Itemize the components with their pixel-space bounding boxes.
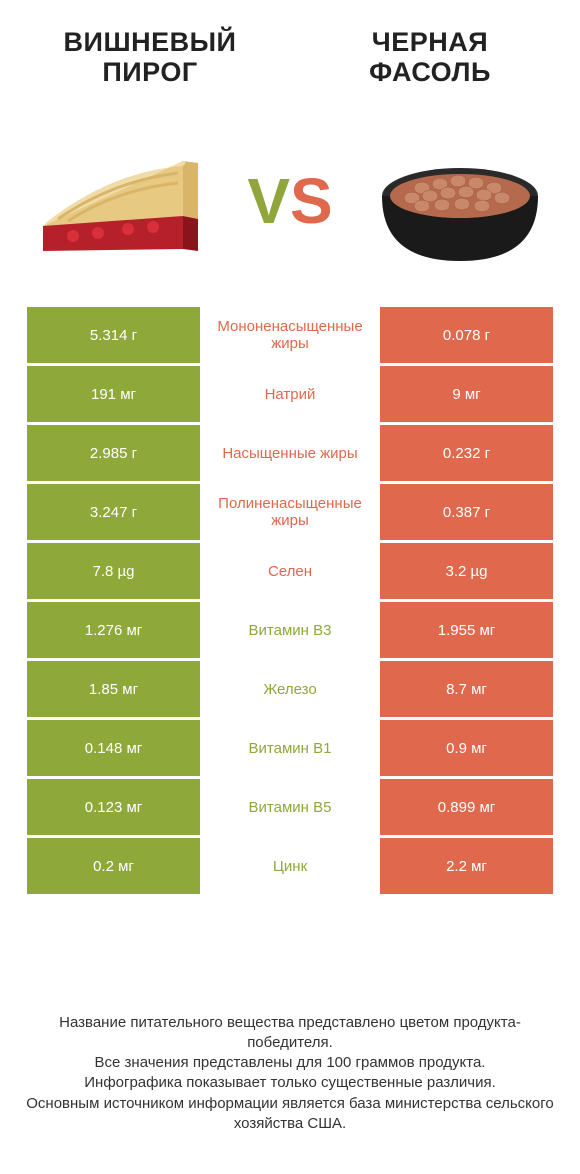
- nutrient-label: Витамин B5: [200, 779, 380, 835]
- nutrient-label: Витамин B1: [200, 720, 380, 776]
- nutrient-label: Железо: [200, 661, 380, 717]
- footer-notes: Название питательного вещества представл…: [20, 1013, 560, 1135]
- table-row: 0.2 мгЦинк2.2 мг: [27, 838, 553, 894]
- value-left: 1.85 мг: [27, 661, 200, 717]
- title-left: ВИШНЕВЫЙ ПИРОГ: [40, 28, 260, 87]
- food-image-left: [28, 116, 213, 286]
- titles-row: ВИШНЕВЫЙ ПИРОГ ЧЕРНАЯ ФАСОЛЬ: [0, 0, 580, 87]
- value-left: 0.148 мг: [27, 720, 200, 776]
- food-image-right: [367, 116, 552, 286]
- nutrient-label: Селен: [200, 543, 380, 599]
- table-row: 3.247 гПолиненасыщенные жиры0.387 г: [27, 484, 553, 540]
- value-left: 1.276 мг: [27, 602, 200, 658]
- value-right: 1.955 мг: [380, 602, 553, 658]
- value-right: 2.2 мг: [380, 838, 553, 894]
- value-right: 0.078 г: [380, 307, 553, 363]
- nutrient-label: Цинк: [200, 838, 380, 894]
- table-row: 0.148 мгВитамин B10.9 мг: [27, 720, 553, 776]
- vs-label: VS: [247, 169, 332, 233]
- table-row: 7.8 µgСелен3.2 µg: [27, 543, 553, 599]
- value-left: 5.314 г: [27, 307, 200, 363]
- table-row: 1.276 мгВитамин B31.955 мг: [27, 602, 553, 658]
- images-row: VS: [0, 87, 580, 307]
- comparison-table: 5.314 гМононенасыщенные жиры0.078 г191 м…: [27, 307, 553, 894]
- value-right: 0.9 мг: [380, 720, 553, 776]
- value-left: 2.985 г: [27, 425, 200, 481]
- value-right: 3.2 µg: [380, 543, 553, 599]
- value-left: 0.2 мг: [27, 838, 200, 894]
- value-left: 191 мг: [27, 366, 200, 422]
- table-row: 0.123 мгВитамин B50.899 мг: [27, 779, 553, 835]
- vs-s: S: [290, 169, 333, 233]
- value-left: 3.247 г: [27, 484, 200, 540]
- table-row: 2.985 гНасыщенные жиры0.232 г: [27, 425, 553, 481]
- value-left: 0.123 мг: [27, 779, 200, 835]
- vs-v: V: [247, 169, 290, 233]
- table-row: 1.85 мгЖелезо8.7 мг: [27, 661, 553, 717]
- nutrient-label: Витамин B3: [200, 602, 380, 658]
- nutrient-label: Полиненасыщенные жиры: [200, 484, 380, 540]
- nutrient-label: Натрий: [200, 366, 380, 422]
- title-right: ЧЕРНАЯ ФАСОЛЬ: [320, 28, 540, 87]
- nutrient-label: Насыщенные жиры: [200, 425, 380, 481]
- value-right: 0.899 мг: [380, 779, 553, 835]
- value-right: 8.7 мг: [380, 661, 553, 717]
- value-right: 0.232 г: [380, 425, 553, 481]
- value-left: 7.8 µg: [27, 543, 200, 599]
- value-right: 9 мг: [380, 366, 553, 422]
- table-row: 5.314 гМононенасыщенные жиры0.078 г: [27, 307, 553, 363]
- nutrient-label: Мононенасыщенные жиры: [200, 307, 380, 363]
- value-right: 0.387 г: [380, 484, 553, 540]
- table-row: 191 мгНатрий9 мг: [27, 366, 553, 422]
